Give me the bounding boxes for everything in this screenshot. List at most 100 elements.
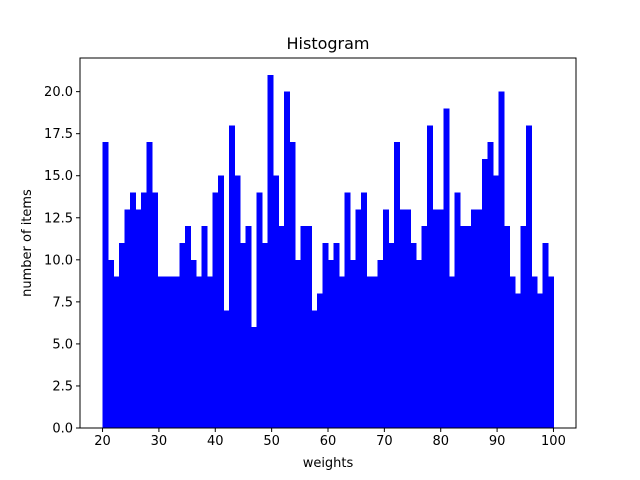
histogram-bar [251,327,257,428]
x-tick-label: 50 [263,434,280,449]
histogram-bar [289,142,296,428]
histogram-bar [174,276,180,428]
histogram-bar [218,175,224,428]
histogram-bar [525,125,532,428]
histogram-bar [201,226,208,428]
x-tick-label: 80 [432,434,449,449]
histogram-bar [207,276,213,428]
histogram-bar [382,209,389,428]
histogram-bar [415,259,422,428]
histogram-bar [185,226,191,428]
histogram-bar [437,209,444,428]
histogram-bar [542,243,549,428]
histogram-bar [317,293,323,428]
histogram-bar [404,209,411,428]
histogram-bar [295,259,301,428]
histogram-bar [498,91,505,429]
x-axis-title: weights [303,456,354,471]
y-tick-label: 5.0 [52,337,73,352]
histogram-bar [113,276,120,428]
histogram-bar [179,243,186,428]
histogram-bar [470,209,477,428]
histogram-bar [212,192,219,428]
y-tick-label: 10.0 [44,253,73,268]
y-tick-label: 12.5 [44,211,73,226]
histogram-bar [448,276,455,428]
histogram-bar [509,276,516,428]
histogram-bar [157,276,164,428]
histogram-bar [399,209,406,428]
x-tick-label: 100 [541,434,566,449]
histogram-bar [454,192,461,428]
y-tick-label: 15.0 [44,169,73,184]
histogram-bar [536,293,543,428]
y-tick-label: 2.5 [52,379,73,394]
histogram-bar [284,91,290,429]
histogram-bar [262,243,268,428]
histogram-bar [102,142,109,428]
histogram-bar [487,142,494,428]
histogram-bar [245,226,252,428]
histogram-bar [234,175,241,428]
histogram-bar [393,142,400,428]
x-tick-label: 60 [320,434,337,449]
histogram-bar [256,192,263,428]
histogram-bar [328,259,334,428]
histogram-bar [514,293,521,428]
chart-title: Histogram [287,34,370,53]
histogram-bar [130,192,136,428]
y-tick-label: 7.5 [52,295,73,310]
y-axis: 0.0 2.5 5.0 7.5 10.0 12.5 15.0 17.5 20.0 [44,85,80,437]
histogram-bar [119,243,125,428]
histogram-bar [547,276,554,428]
y-tick-label: 20.0 [44,85,73,100]
histogram-bar [366,276,373,428]
histogram-bar [223,310,230,428]
histogram-bar [421,226,428,428]
histogram-bar [465,226,472,428]
histogram-bar [492,175,499,428]
histogram-bar [196,276,202,428]
histogram-bar [349,259,356,428]
histogram-bar [531,276,538,428]
histogram-bar [278,226,285,428]
histogram-bar [229,125,235,428]
histogram-bar [190,259,197,428]
y-tick-label: 0.0 [52,422,73,437]
x-tick-label: 70 [376,434,393,449]
histogram-bar [443,108,450,429]
y-tick-label: 17.5 [44,127,73,142]
histogram-bar [152,192,158,428]
histogram-bar [306,226,312,428]
histogram-bar [163,276,169,428]
histogram-bar [267,74,274,429]
histogram-bar [273,175,279,428]
histogram-bar [503,226,510,428]
histogram-bar [360,192,367,428]
histogram-bar [322,243,329,428]
histogram-bar [124,209,131,428]
histogram-bar [426,125,433,428]
histogram-bar [410,243,417,428]
histogram-bar [459,226,466,428]
x-tick-label: 30 [151,434,168,449]
x-axis: 20 30 40 50 60 70 80 90 100 [94,428,566,449]
histogram-bar [476,209,483,428]
histogram-bar [146,142,153,428]
histogram-bar [168,276,175,428]
histogram-bar [135,209,142,428]
histogram-bar [520,226,527,428]
histogram-bar [141,192,147,428]
x-tick-label: 20 [94,434,111,449]
x-tick-label: 90 [489,434,506,449]
histogram-bar [108,259,114,428]
histogram-bar [377,259,384,428]
histogram-bar [240,243,246,428]
histogram-bar [432,209,439,428]
y-axis-title: number of items [20,189,35,297]
histogram-bar [338,276,345,428]
histogram-bar [371,276,378,428]
histogram-bar [355,209,362,428]
bars-group [102,74,554,429]
histogram-bar [311,310,318,428]
